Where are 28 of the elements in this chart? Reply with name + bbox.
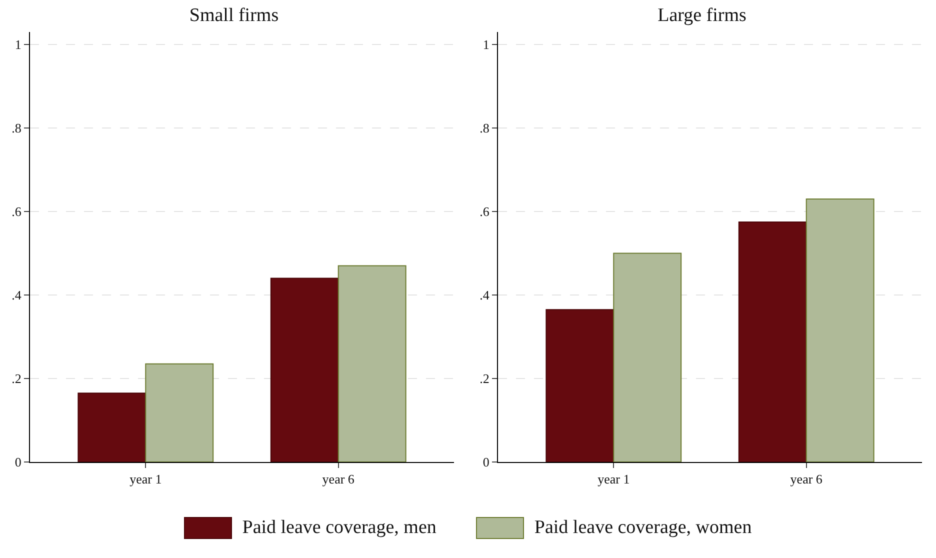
bar — [338, 265, 406, 462]
y-tick-label: .4 — [12, 288, 22, 303]
y-tick-label: 1 — [14, 37, 22, 52]
y-tick-label: 1 — [482, 37, 490, 52]
legend-label: Paid leave coverage, women — [534, 517, 752, 539]
bar — [738, 221, 807, 462]
x-tick-label: year 6 — [790, 472, 823, 487]
y-tick-label: .2 — [12, 371, 22, 386]
y-tick-label: .8 — [12, 120, 22, 136]
bar — [145, 363, 214, 462]
y-tick-label: .4 — [480, 288, 490, 303]
x-tick-label: year 1 — [598, 472, 630, 487]
chart-title: Large firms — [658, 4, 746, 26]
legend-label: Paid leave coverage, men — [242, 517, 436, 539]
y-tick-label: 0 — [14, 454, 22, 470]
bar — [270, 278, 339, 462]
chart-title: Small firms — [189, 4, 279, 26]
y-tick-label: 0 — [482, 454, 490, 470]
x-tick-label: year 6 — [322, 472, 355, 487]
y-tick-label: .8 — [480, 120, 490, 136]
y-tick-label: .2 — [480, 371, 490, 386]
y-tick-label: .6 — [12, 204, 22, 220]
bar — [613, 252, 682, 462]
y-tick-label: .6 — [480, 204, 490, 220]
bar — [78, 392, 146, 462]
x-tick-label: year 1 — [130, 472, 162, 487]
bar — [806, 198, 874, 462]
bar — [546, 309, 614, 462]
